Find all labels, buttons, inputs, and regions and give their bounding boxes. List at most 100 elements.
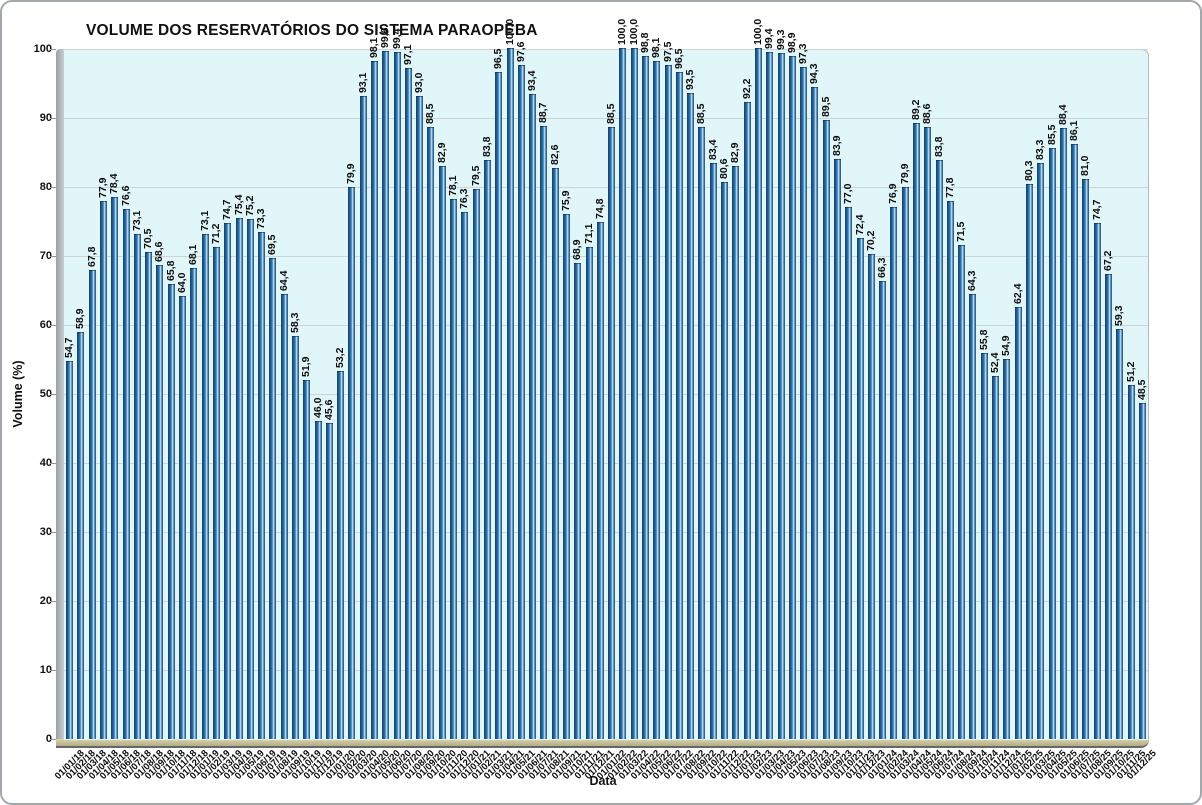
bar — [1025, 183, 1033, 739]
bar — [1071, 143, 1079, 739]
bar — [653, 61, 661, 739]
plot-floor — [56, 739, 1149, 748]
bar — [642, 56, 650, 739]
gridline — [64, 601, 1148, 602]
bar — [461, 211, 469, 739]
bar — [483, 159, 491, 739]
bar-value-label: 85,5 — [1045, 124, 1058, 146]
bar-value-label: 74,7 — [221, 199, 234, 220]
y-tick-label: 60 — [39, 319, 52, 331]
bar — [111, 197, 119, 739]
bar-value-label: 72,4 — [853, 215, 866, 236]
bar — [743, 101, 751, 739]
bar — [608, 127, 616, 739]
bar — [291, 335, 299, 739]
bar — [879, 280, 887, 739]
plot-area: 54,7 01/01/18 58,9 01/02/18 67,8 01/03/18 77,9… — [53, 19, 1160, 782]
bar — [822, 120, 830, 739]
bar — [224, 222, 232, 739]
bar — [246, 219, 254, 739]
y-tick-mark — [50, 49, 56, 50]
y-tick-label: 50 — [39, 388, 52, 400]
bar-value-label: 88,7 — [537, 102, 550, 123]
bar-value-label: 76,9 — [887, 183, 900, 205]
bar-value-label: 79,9 — [898, 163, 911, 184]
gridline — [64, 325, 1148, 326]
gridline — [64, 187, 1148, 188]
bar-value-label: 54,7 — [63, 337, 76, 358]
bar — [901, 186, 909, 739]
bar — [303, 379, 311, 739]
bar-value-label: 98,1 — [650, 37, 663, 59]
gridline — [64, 118, 1148, 119]
bar-value-label: 71,5 — [955, 221, 968, 242]
y-tick-mark — [50, 670, 56, 671]
bar-value-label: 71,2 — [209, 223, 222, 244]
bar — [1003, 359, 1011, 739]
bar-value-label: 65,8 — [164, 260, 177, 281]
bar — [596, 221, 604, 739]
bar — [754, 48, 762, 739]
bar-value-label: 64,0 — [176, 272, 189, 294]
bar — [472, 189, 480, 739]
y-tick-label: 100 — [33, 43, 52, 55]
bar — [935, 159, 943, 739]
bar — [788, 55, 796, 739]
bar — [845, 206, 853, 739]
bar-value-label: 94,3 — [808, 63, 821, 85]
bar — [77, 331, 85, 739]
bar-value-label: 48,5 — [1135, 379, 1148, 401]
bar-value-label: 76,6 — [119, 186, 132, 207]
bar-value-label: 64,3 — [966, 270, 979, 292]
bar — [404, 68, 412, 739]
bar-value-label: 83,8 — [480, 136, 493, 157]
bar-value-label: 99,3 — [774, 29, 787, 50]
gridline — [64, 532, 1148, 533]
bar-value-label: 64,4 — [277, 270, 290, 291]
bar-value-label: 78,4 — [108, 173, 121, 195]
bar-value-label: 70,2 — [864, 230, 877, 251]
y-tick-label: 10 — [39, 664, 52, 676]
gridline — [64, 49, 1148, 50]
bar — [258, 232, 266, 739]
bar — [619, 48, 627, 739]
y-tick-mark — [50, 187, 56, 188]
bar-value-label: 77,0 — [842, 183, 855, 204]
bar-value-label: 93,4 — [526, 70, 539, 91]
bar-value-label: 75,2 — [243, 195, 256, 217]
bar-value-label: 88,5 — [695, 103, 708, 125]
bar — [540, 125, 548, 739]
bar — [337, 370, 345, 739]
bar — [946, 201, 954, 739]
bar — [732, 166, 740, 739]
gridline — [64, 256, 1148, 257]
bar-value-label: 73,3 — [255, 208, 268, 230]
bar-value-label: 88,4 — [1056, 104, 1069, 126]
gridline — [64, 670, 1148, 671]
y-tick-label: 70 — [39, 250, 52, 262]
y-tick-label: 30 — [39, 526, 52, 538]
bar-value-label: 80,3 — [1022, 160, 1035, 181]
bar-value-label: 68,6 — [153, 241, 166, 262]
bar — [833, 159, 841, 739]
bar-value-label: 68,9 — [571, 239, 584, 260]
x-axis-title: Data — [589, 774, 617, 788]
bar — [1093, 222, 1101, 739]
y-tick-label: 90 — [39, 112, 52, 124]
bar-value-label: 75,4 — [232, 194, 245, 215]
bar-value-label: 89,5 — [819, 97, 832, 118]
bar — [145, 251, 153, 739]
bar-value-label: 99,4 — [763, 28, 776, 50]
bar-value-label: 98,9 — [785, 32, 798, 53]
bar — [100, 200, 108, 739]
bar-value-label: 46,0 — [311, 397, 324, 418]
y-tick-label: 80 — [39, 181, 52, 193]
bar-value-label: 97,5 — [661, 41, 674, 63]
bar — [766, 52, 774, 739]
bar-value-label: 100,0 — [627, 18, 640, 45]
bar-value-label: 93,1 — [356, 72, 369, 93]
bar — [1138, 403, 1146, 739]
bar-value-label: 83,4 — [706, 139, 719, 160]
bar-value-label: 71,1 — [582, 223, 595, 245]
